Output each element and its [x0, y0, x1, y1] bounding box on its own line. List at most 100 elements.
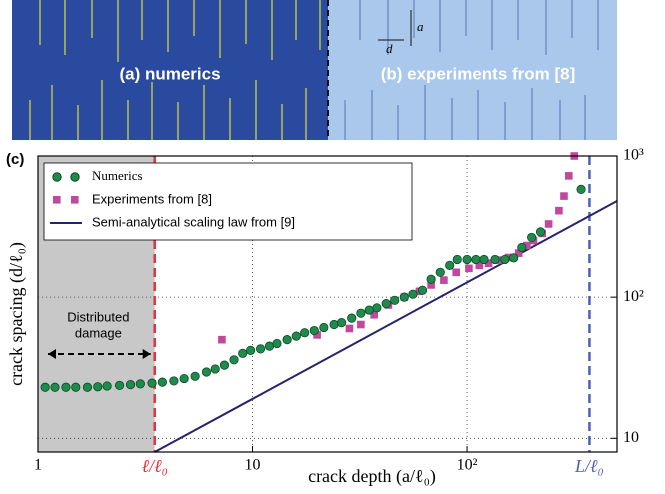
numerics-point [61, 382, 71, 392]
legend-label: Numerics [92, 168, 143, 183]
shaded-label: Distributed [67, 309, 129, 324]
numerics-point [426, 274, 436, 284]
legend-marker [71, 196, 79, 204]
numerics-point [135, 379, 145, 389]
reference-label: L/ℓ₀ [574, 456, 604, 476]
numerics-point [527, 232, 537, 243]
legend-label: Experiments from [8] [92, 191, 212, 206]
x-tick-label: 10² [457, 457, 478, 474]
experiment-point [345, 324, 354, 333]
numerics-point [82, 382, 93, 392]
panel-c-label: (c) [6, 151, 24, 168]
legend-marker [53, 196, 61, 204]
experiment-point [440, 276, 448, 284]
reference-label: ℓ/ℓ₀ [142, 456, 168, 476]
numerics-point [40, 382, 50, 392]
numerics-point [576, 184, 586, 194]
experiment-point [564, 172, 573, 180]
numerics-point [300, 328, 310, 338]
numerics-point [179, 373, 189, 384]
numerics-point [509, 253, 519, 263]
numerics-point [347, 313, 357, 323]
numerics-point [125, 380, 136, 390]
numerics-point [372, 303, 382, 313]
numerics-point [336, 318, 347, 328]
experiment-point [427, 281, 435, 289]
panel-b-label: (b) experiments from [8] [381, 64, 576, 83]
numerics-point [319, 322, 329, 333]
experiment-point [523, 241, 531, 250]
numerics-point [50, 382, 60, 392]
numerics-point [452, 254, 462, 265]
scaling-law-line [154, 200, 618, 453]
numerics-point [417, 285, 428, 295]
numerics-point [71, 382, 81, 392]
numerics-point [147, 378, 157, 388]
numerics-point [246, 345, 256, 355]
numerics-point [381, 299, 391, 309]
numerics-point [157, 377, 167, 387]
experiment-point [218, 335, 226, 344]
legend-marker [52, 172, 62, 182]
numerics-point [356, 308, 366, 318]
experiment-point [514, 249, 523, 257]
numerics-point [114, 380, 125, 391]
y-tick-label: 10² [623, 288, 644, 305]
numerics-cracks [29, 0, 321, 140]
numerics-point [169, 376, 179, 386]
experiment-cracks [344, 0, 599, 140]
numerics-point [500, 254, 510, 265]
numerics-point [535, 227, 546, 237]
experiment-point [484, 259, 493, 268]
experiment-point [475, 261, 484, 270]
shaded-label: damage [75, 325, 122, 340]
image-panels: a d (a) numerics (b) experiments from [8… [12, 0, 617, 140]
experiment-point [357, 320, 365, 329]
y-tick-label: 10 [623, 429, 639, 446]
x-tick-label: 10 [245, 457, 261, 474]
experiments-image [328, 0, 617, 140]
numerics-point [210, 364, 220, 374]
numerics-point [445, 260, 455, 270]
experiment-point [370, 310, 378, 319]
numerics-point [399, 292, 409, 302]
numerics-point [408, 289, 418, 299]
experiment-point [313, 331, 321, 339]
numerics-point [471, 254, 481, 265]
numerics-point [309, 325, 319, 336]
numerics-point [329, 319, 339, 330]
panel-a-label: (a) numerics [119, 64, 220, 83]
y-axis-label: crack spacing (d/ℓ₀) [6, 242, 27, 386]
numerics-point [255, 344, 266, 354]
a-symbol: a [417, 19, 424, 34]
numerics-point [102, 381, 112, 391]
numerics-point [272, 338, 282, 349]
numerics-point [291, 331, 301, 341]
numerics-point [517, 242, 527, 253]
numerics-point [282, 335, 292, 345]
numerics-point [390, 295, 400, 305]
plot-frame [37, 155, 618, 453]
numerics-point [479, 254, 489, 265]
experiment-point [555, 206, 563, 215]
numerics-point [201, 367, 212, 377]
d-symbol: d [386, 41, 393, 56]
numerics-point [229, 355, 239, 365]
experiment-point [452, 268, 460, 277]
numerics-point [462, 254, 472, 265]
x-tick-label: 1 [34, 457, 42, 474]
numerics-point [364, 305, 374, 315]
x-axis-label: crack depth (a/ℓ₀) [308, 466, 436, 487]
y-tick-label: 10³ [623, 147, 644, 164]
numerics-point [219, 360, 230, 370]
legend-marker [70, 172, 80, 182]
numerics-point [238, 348, 248, 358]
legend-box [43, 162, 413, 241]
numerics-point [93, 382, 103, 392]
legend-label: Semi-analytical scaling law from [9] [92, 214, 295, 229]
experiment-point [544, 220, 553, 228]
experiment-point [465, 264, 473, 273]
numerics-point [190, 371, 200, 381]
